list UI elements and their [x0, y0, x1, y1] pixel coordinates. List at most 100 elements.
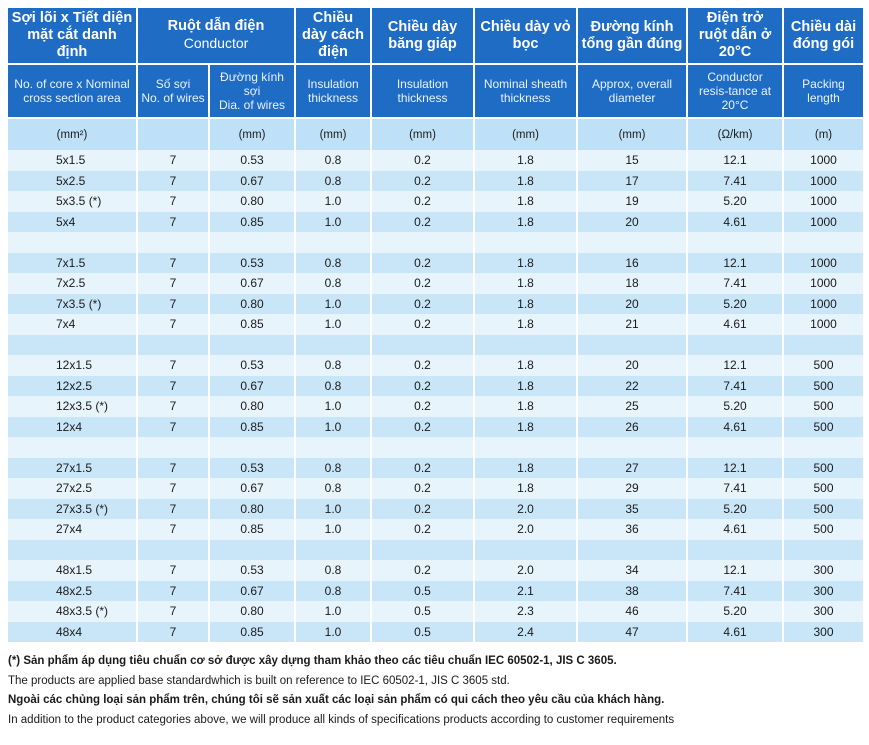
table-row: 7x3.5 (*) 7 0.80 1.0 0.2 1.8 20 5.20 1000 [8, 293, 864, 314]
table-cell: 4.61 [687, 621, 785, 642]
table-cell: 0.67 [209, 273, 297, 294]
table-cell: 0.53 [209, 150, 297, 171]
table-cell: 0.67 [209, 580, 297, 601]
table-cell: 0.5 [371, 601, 476, 622]
table-cell: 2.0 [474, 498, 579, 519]
units-row: (mm²) (mm) (mm) (mm) (mm) (mm) (Ω/km) (m… [8, 117, 864, 150]
table-cell: 7 [137, 396, 210, 417]
table-cell: 2.3 [474, 601, 579, 622]
table-cell: 0.53 [209, 252, 297, 273]
table-cell: 12.1 [687, 252, 785, 273]
table-cell: 1000 [783, 252, 864, 273]
core-size-cell: 27x2.5 [8, 478, 138, 499]
spacer-cell [209, 232, 297, 253]
core-size-cell: 5x2.5 [8, 170, 138, 191]
table-cell: 12.1 [687, 560, 785, 581]
header-resistance-vi: Điện trở ruột dẫn ở 20°C [687, 8, 785, 64]
table-cell: 1.8 [474, 273, 579, 294]
table-cell: 0.2 [371, 293, 476, 314]
table-cell: 0.2 [371, 519, 476, 540]
table-cell: 0.53 [209, 457, 297, 478]
core-size-cell: 5x1.5 [8, 150, 138, 171]
spacer-cell [577, 539, 689, 560]
unit-cell [137, 117, 210, 150]
table-cell: 12.1 [687, 457, 785, 478]
header-dia-of-wires: Đường kính sợi Dia. of wires [209, 63, 297, 118]
table-row: 27x4 7 0.85 1.0 0.2 2.0 36 4.61 500 [8, 519, 864, 540]
table-cell: 1.8 [474, 355, 579, 376]
table-cell: 300 [783, 560, 864, 581]
header-packing-en: Packing length [783, 63, 864, 118]
core-size-cell: 5x4 [8, 211, 138, 232]
header-dia-of-wires-vi: Đường kính sợi [220, 70, 284, 98]
footnote-line: Ngoài các chủng loại sản phẩm trên, chún… [8, 694, 665, 706]
table-cell: 0.8 [295, 150, 373, 171]
table-cell: 36 [577, 519, 689, 540]
table-cell: 0.8 [295, 355, 373, 376]
header-insulation-vi: Chiều dày cách điện [295, 8, 373, 64]
table-row: 5x4 7 0.85 1.0 0.2 1.8 20 4.61 1000 [8, 211, 864, 232]
table-cell: 35 [577, 498, 689, 519]
spacer-cell [137, 437, 210, 458]
table-cell: 0.2 [371, 211, 476, 232]
header-armour-tape-en: Insulation thickness [371, 63, 476, 118]
table-cell: 22 [577, 375, 689, 396]
spacer-cell [577, 334, 689, 355]
table-cell: 1.0 [295, 191, 373, 212]
spacer-cell [687, 539, 785, 560]
table-cell: 1000 [783, 191, 864, 212]
table-cell: 500 [783, 478, 864, 499]
table-cell: 300 [783, 621, 864, 642]
spacer-cell [137, 334, 210, 355]
table-cell: 5.20 [687, 396, 785, 417]
table-cell: 7 [137, 314, 210, 335]
header-row-en: No. of core x Nominal cross section area… [8, 63, 864, 118]
unit-cell: (mm) [371, 117, 476, 150]
spacer-cell [209, 539, 297, 560]
table-cell: 0.85 [209, 621, 297, 642]
unit-cell: (m) [783, 117, 864, 150]
table-cell: 0.2 [371, 170, 476, 191]
spacer-cell [8, 334, 138, 355]
table-cell: 1.8 [474, 150, 579, 171]
core-size-cell: 48x3.5 (*) [8, 601, 138, 622]
table-cell: 5.20 [687, 498, 785, 519]
table-cell: 0.80 [209, 293, 297, 314]
table-cell: 0.8 [295, 478, 373, 499]
table-cell: 1.8 [474, 293, 579, 314]
core-size-cell: 12x4 [8, 416, 138, 437]
table-cell: 500 [783, 355, 864, 376]
spacer-cell [137, 232, 210, 253]
table-cell: 7 [137, 293, 210, 314]
table-cell: 0.2 [371, 396, 476, 417]
header-sheath-en: Nominal sheath thickness [474, 63, 579, 118]
core-size-cell: 48x2.5 [8, 580, 138, 601]
table-cell: 0.2 [371, 252, 476, 273]
table-cell: 0.2 [371, 375, 476, 396]
spacer-cell [137, 539, 210, 560]
spacer-cell [577, 232, 689, 253]
table-cell: 7 [137, 457, 210, 478]
spacer-cell [474, 334, 579, 355]
table-cell: 7.41 [687, 478, 785, 499]
table-cell: 500 [783, 416, 864, 437]
header-sheath-vi: Chiều dày vỏ bọc [474, 8, 579, 64]
table-cell: 7 [137, 150, 210, 171]
table-row: 27x3.5 (*) 7 0.80 1.0 0.2 2.0 35 5.20 500 [8, 498, 864, 519]
table-cell: 12.1 [687, 150, 785, 171]
table-cell: 1000 [783, 170, 864, 191]
spacer-cell [687, 232, 785, 253]
footnotes: (*) Sản phẩm áp dụng tiêu chuẩn cơ sở đư… [8, 652, 863, 730]
header-diameter-vi: Đường kính tổng gần đúng [577, 8, 689, 64]
table-cell: 12.1 [687, 355, 785, 376]
table-cell: 0.8 [295, 560, 373, 581]
spacer-cell [8, 539, 138, 560]
table-cell: 7.41 [687, 170, 785, 191]
core-size-cell: 12x2.5 [8, 375, 138, 396]
unit-cell: (mm) [577, 117, 689, 150]
spacer-cell [783, 539, 864, 560]
table-cell: 7 [137, 375, 210, 396]
table-row: 5x2.5 7 0.67 0.8 0.2 1.8 17 7.41 1000 [8, 170, 864, 191]
core-size-cell: 7x4 [8, 314, 138, 335]
header-no-of-wires-en: No. of wires [141, 91, 205, 105]
